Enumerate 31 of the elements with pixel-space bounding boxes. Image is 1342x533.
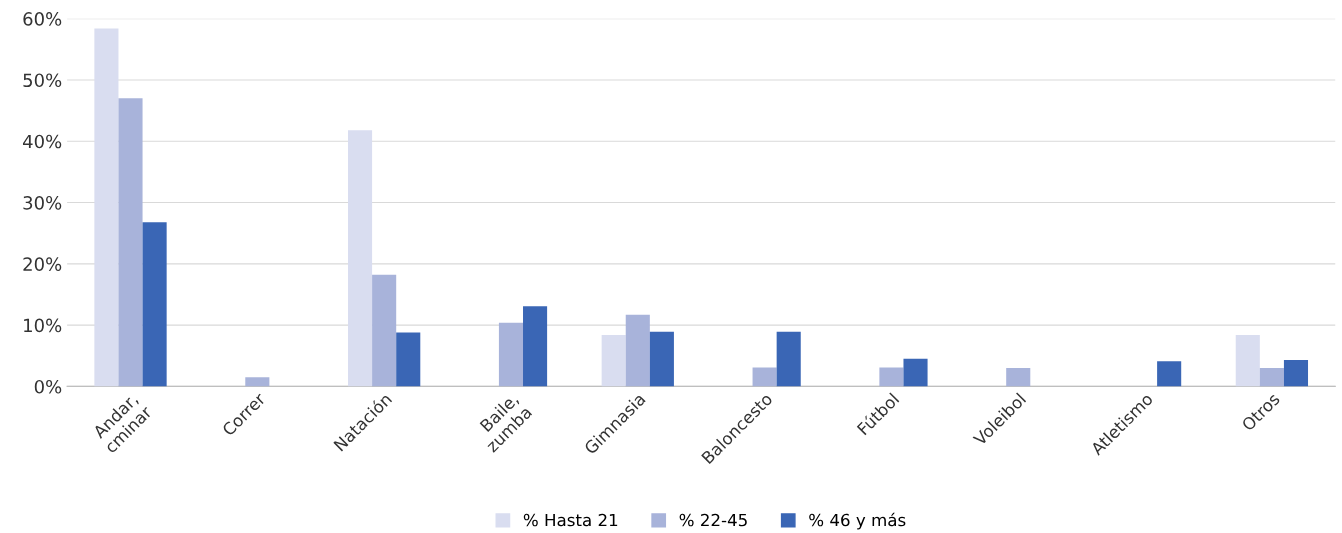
bar (118, 98, 143, 387)
bar (1006, 368, 1031, 387)
y-tick-label: 10% (24, 318, 62, 333)
y-tick-label: 0% (34, 379, 62, 394)
bar (879, 367, 904, 387)
bar (1259, 368, 1284, 387)
bar (348, 130, 373, 387)
bar (245, 377, 270, 387)
legend-label: % 46 y más (809, 512, 906, 530)
y-tick-label: 50% (23, 73, 62, 88)
bar (776, 331, 801, 387)
y-tick-label: 30% (23, 196, 62, 210)
bar (94, 28, 119, 387)
bar (625, 314, 650, 387)
bar (1283, 360, 1309, 387)
bar (372, 274, 397, 387)
bar (142, 222, 167, 387)
bar (903, 358, 928, 387)
y-tick-label: 40% (22, 134, 62, 149)
y-tick-label: 20% (23, 257, 62, 271)
bar (601, 334, 626, 387)
bar (396, 332, 421, 387)
legend-label: % 22-45 (679, 513, 747, 527)
bar (752, 367, 777, 387)
legend-label: % Hasta 21 (523, 513, 618, 527)
bar (1157, 361, 1182, 387)
y-tick-label: 60% (23, 12, 62, 26)
bar (649, 331, 674, 387)
bar (523, 306, 548, 387)
bar (498, 322, 524, 387)
bar (1235, 334, 1260, 387)
